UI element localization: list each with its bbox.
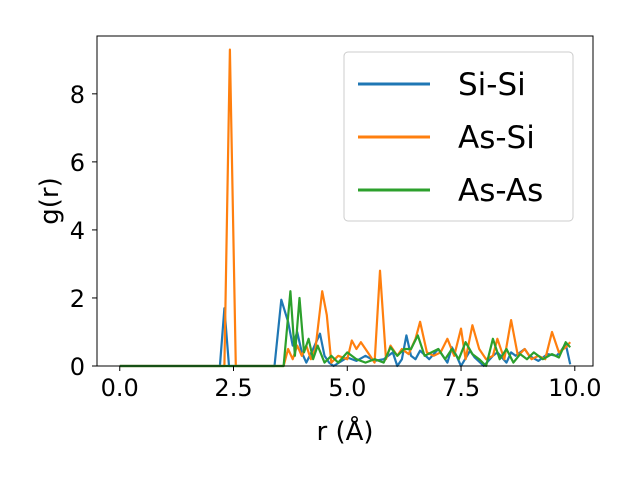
y-axis-label: g(r) <box>35 177 65 224</box>
series-line-si-si <box>119 298 572 368</box>
y-axis-ticks: 0 2 4 6 8 <box>70 81 97 381</box>
y-tick-label: 4 <box>70 217 85 245</box>
x-tick-label: 2.5 <box>214 374 252 402</box>
x-tick-label: 7.5 <box>442 374 480 402</box>
x-tick-label: 0.0 <box>101 374 139 402</box>
legend-label-as-si: As-Si <box>458 120 535 156</box>
x-axis-ticks: 0.0 2.5 5.0 7.5 10.0 <box>101 366 602 402</box>
x-tick-label: 10.0 <box>548 374 601 402</box>
plot-lines <box>119 48 572 368</box>
y-tick-label: 0 <box>70 353 85 381</box>
legend-label-si-si: Si-Si <box>458 67 526 103</box>
series-line-as-as <box>119 290 572 368</box>
y-tick-label: 8 <box>70 81 85 109</box>
legend-label-as-as: As-As <box>458 173 543 209</box>
legend-box <box>343 51 574 222</box>
plot-frame <box>96 35 594 367</box>
x-tick-label: 5.0 <box>328 374 366 402</box>
x-axis-label: r (Å) <box>316 415 373 447</box>
y-tick-label: 6 <box>70 149 85 177</box>
y-tick-label: 2 <box>70 285 85 313</box>
legend: Si-Si As-Si As-As <box>343 51 574 222</box>
